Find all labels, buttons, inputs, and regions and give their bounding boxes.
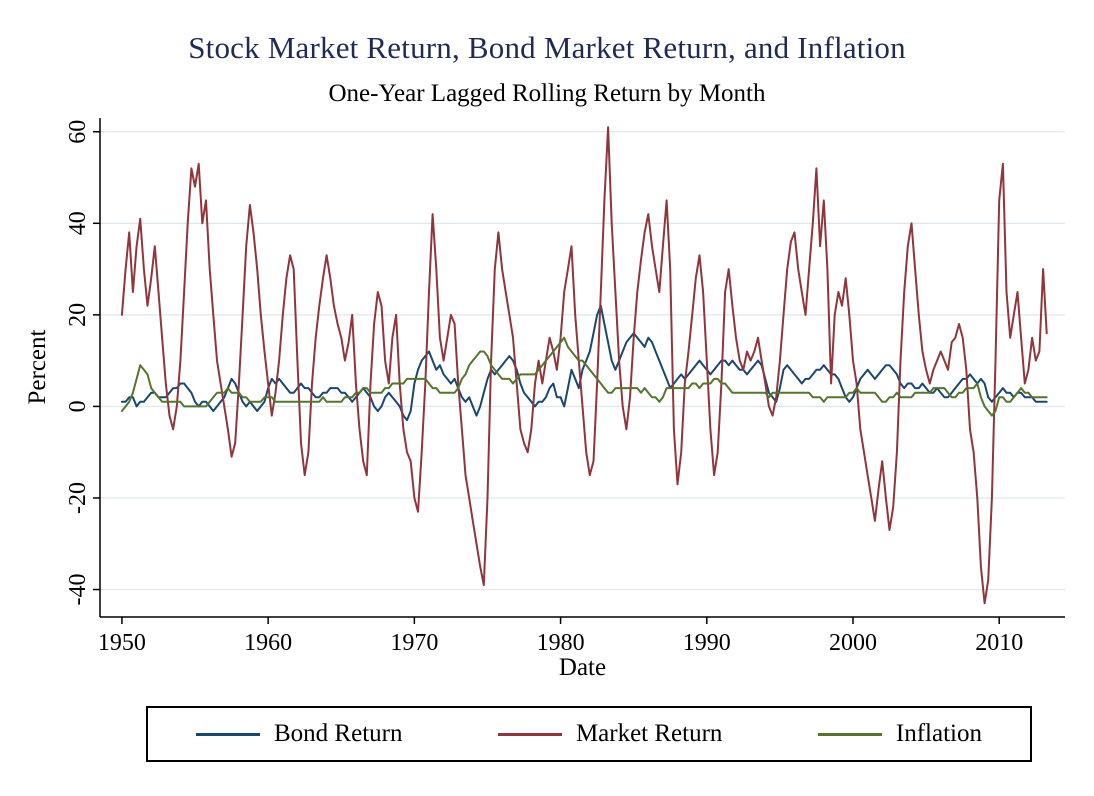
x-tick-label: 2000: [829, 630, 877, 656]
chart-subtitle: One-Year Lagged Rolling Return by Month: [328, 80, 766, 107]
x-axis-title: Date: [558, 654, 607, 681]
chart-title: Stock Market Return, Bond Market Return,…: [188, 30, 906, 65]
y-tick-label: 0: [65, 400, 91, 412]
x-tick-label: 1990: [683, 630, 731, 656]
y-tick-label: 40: [65, 211, 91, 235]
legend-item-bond-return: Bond Return: [196, 720, 402, 748]
y-tick-label: -40: [65, 574, 91, 606]
legend-label-bond-return: Bond Return: [274, 720, 403, 747]
y-tick-label: -20: [65, 482, 91, 514]
y-tick-label: 60: [65, 120, 91, 144]
legend-label-inflation: Inflation: [895, 720, 982, 747]
bond-return-line-swatch: [196, 732, 260, 736]
x-tick-label: 1970: [390, 630, 438, 656]
legend-label-market-return: Market Return: [575, 720, 723, 747]
legend-item-inflation: Inflation: [817, 720, 982, 748]
x-tick-label: 1950: [98, 630, 146, 656]
y-tick-label: 20: [65, 303, 91, 327]
market-return-line-swatch: [497, 732, 562, 736]
x-tick-label: 2010: [975, 630, 1023, 656]
x-tick-label: 1960: [244, 630, 292, 656]
x-tick-label: 1980: [537, 630, 585, 656]
legend: Bond Return Market Return Inflation: [146, 706, 1032, 762]
series-line-market-return: [120, 126, 1048, 605]
inflation-line-swatch: [817, 732, 882, 736]
series-line-inflation: [120, 336, 1048, 417]
legend-item-market-return: Market Return: [497, 720, 723, 748]
